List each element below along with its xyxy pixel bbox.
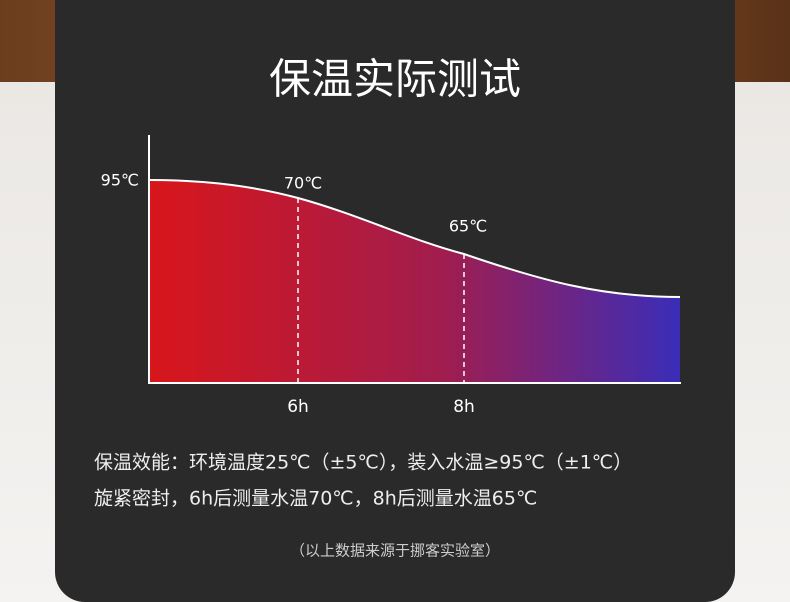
point-label: 70℃ [284, 174, 322, 193]
chart: 95℃ 70℃ 65℃ 6h 8h [101, 135, 681, 417]
start-label: 95℃ [101, 171, 139, 190]
x-label: 6h [287, 397, 309, 417]
description-line: 保温效能：环境温度25℃（±5℃），装入水温≥95℃（±1℃） [94, 452, 632, 474]
point-label: 65℃ [449, 217, 487, 236]
x-label: 8h [453, 397, 475, 417]
curve [149, 179, 681, 298]
title: 保温实际测试 [269, 55, 521, 104]
footnote: （以上数据来源于挪客实验室） [290, 542, 500, 560]
area [150, 180, 680, 383]
description-line: 旋紧密封，6h后测量水温70℃，8h后测量水温65℃ [94, 488, 537, 510]
